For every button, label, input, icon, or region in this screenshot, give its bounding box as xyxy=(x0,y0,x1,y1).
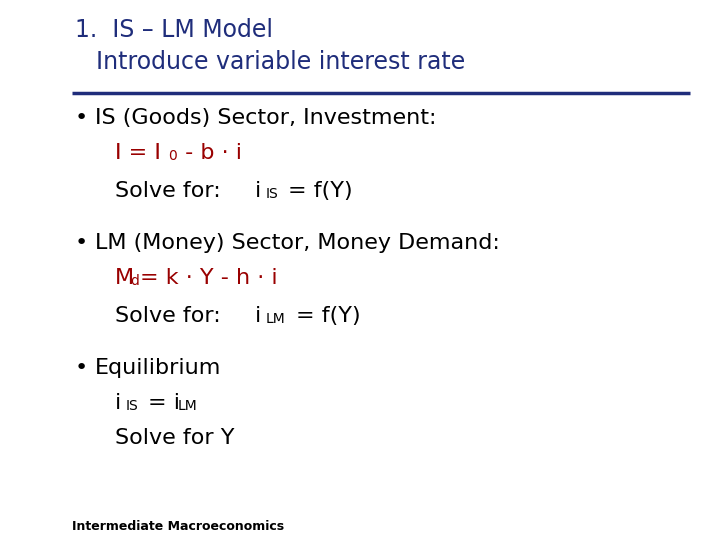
Text: - b · i: - b · i xyxy=(178,143,242,163)
Text: LM: LM xyxy=(266,312,286,326)
Text: Intermediate Macroeconomics: Intermediate Macroeconomics xyxy=(72,520,284,533)
Text: = f(Y): = f(Y) xyxy=(296,306,361,326)
Text: IS: IS xyxy=(266,187,279,201)
Text: LM: LM xyxy=(178,399,198,413)
Text: M: M xyxy=(115,268,134,288)
Text: i: i xyxy=(255,181,261,201)
Text: Solve for:: Solve for: xyxy=(115,181,221,201)
Text: Equilibrium: Equilibrium xyxy=(95,358,221,378)
Text: LM (Money) Sector, Money Demand:: LM (Money) Sector, Money Demand: xyxy=(95,233,500,253)
Text: •: • xyxy=(75,358,89,378)
Text: Solve for Y: Solve for Y xyxy=(115,428,235,448)
Text: IS: IS xyxy=(126,399,139,413)
Text: Introduce variable interest rate: Introduce variable interest rate xyxy=(96,50,465,74)
Text: Solve for:: Solve for: xyxy=(115,306,221,326)
Text: = k · Y - h · i: = k · Y - h · i xyxy=(140,268,278,288)
Text: •: • xyxy=(75,108,89,128)
Text: 1.  IS – LM Model: 1. IS – LM Model xyxy=(75,18,273,42)
Text: = i: = i xyxy=(148,393,180,413)
Text: •: • xyxy=(75,233,89,253)
Text: i: i xyxy=(115,393,121,413)
Text: = f(Y): = f(Y) xyxy=(288,181,353,201)
Text: 0: 0 xyxy=(168,149,176,163)
Text: i: i xyxy=(255,306,261,326)
Text: I = I: I = I xyxy=(115,143,161,163)
Text: IS (Goods) Sector, Investment:: IS (Goods) Sector, Investment: xyxy=(95,108,436,128)
Text: d: d xyxy=(130,274,139,288)
